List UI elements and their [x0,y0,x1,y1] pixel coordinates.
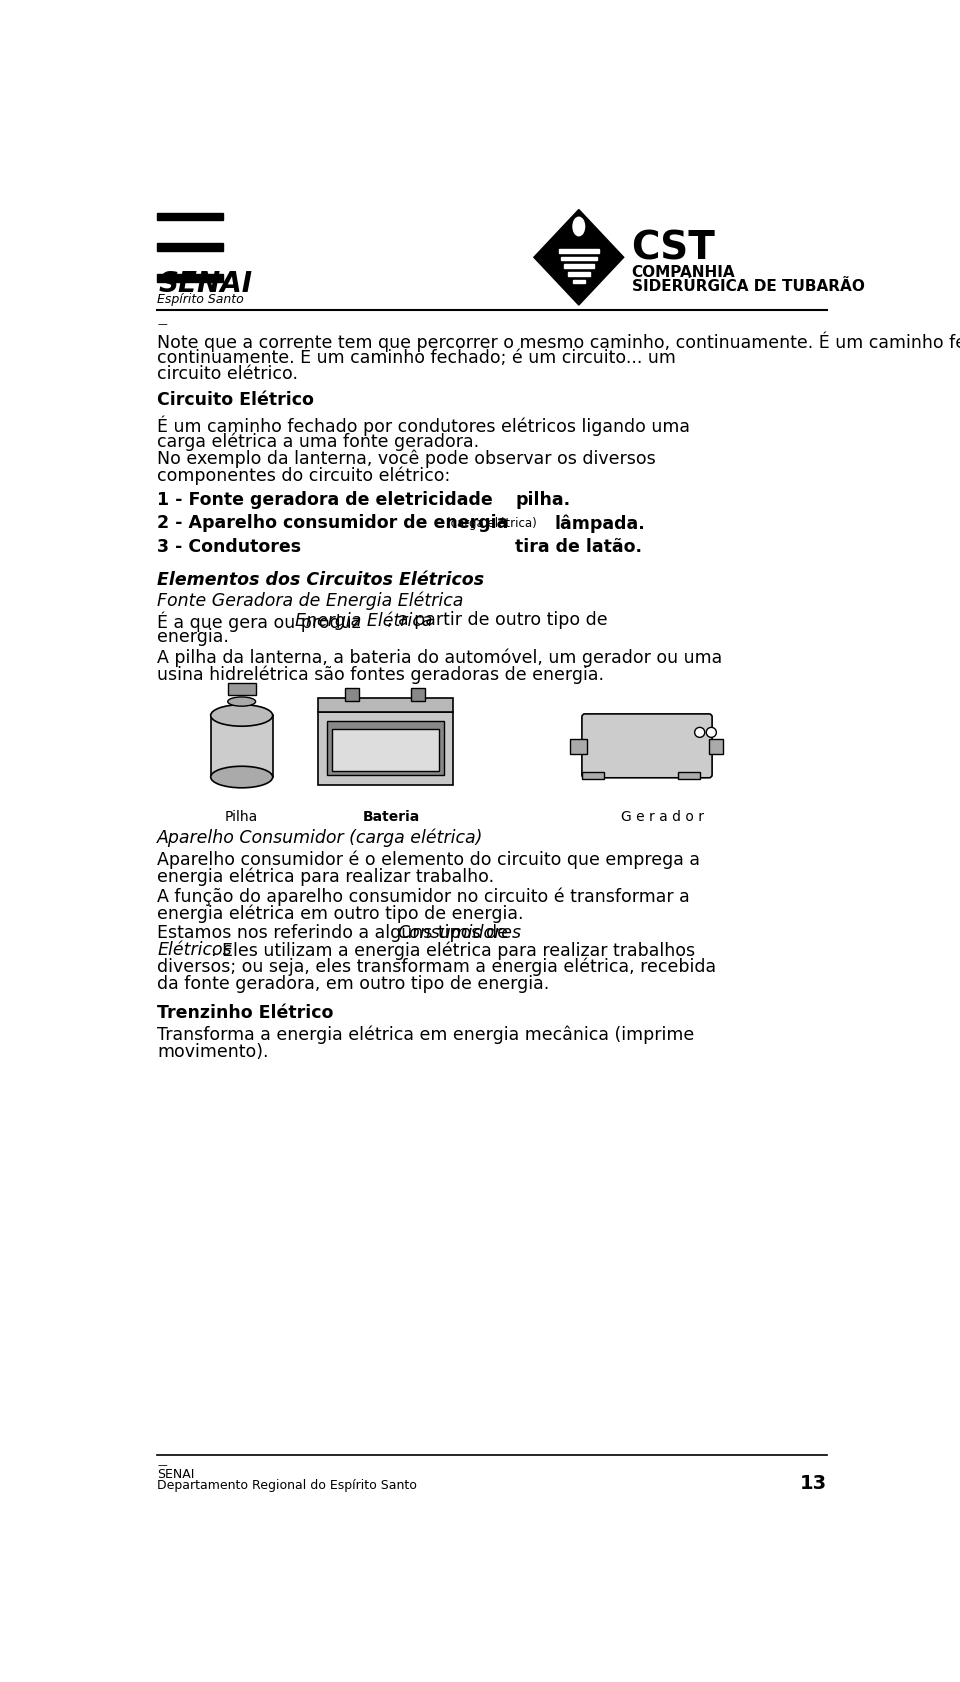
Bar [157,212,223,220]
Bar [564,264,593,267]
Text: energia elétrica em outro tipo de energia.: energia elétrica em outro tipo de energi… [157,905,524,923]
Text: energia elétrica para realizar trabalho.: energia elétrica para realizar trabalho. [157,868,494,886]
Bar [157,274,223,283]
Text: Fonte Geradora de Energia Elétrica: Fonte Geradora de Energia Elétrica [157,592,464,611]
Bar [345,688,359,701]
Text: É um caminho fechado por condutores elétricos ligando uma: É um caminho fechado por condutores elét… [157,415,690,436]
Bar [678,772,700,779]
Text: Consumidores: Consumidores [397,923,521,942]
Text: componentes do circuito elétrico:: componentes do circuito elétrico: [157,466,450,484]
Bar [228,683,255,695]
Text: É a que gera ou produz: É a que gera ou produz [157,612,367,632]
Text: Circuito Elétrico: Circuito Elétrico [157,392,314,409]
Text: Trenzinho Elétrico: Trenzinho Elétrico [157,1004,333,1023]
Text: Elementos dos Circuitos Elétricos: Elementos dos Circuitos Elétricos [157,572,485,589]
Ellipse shape [210,705,273,727]
Bar [568,272,589,276]
Bar [318,698,453,711]
Text: Aparelho consumidor é o elemento do circuito que emprega a: Aparelho consumidor é o elemento do circ… [157,849,700,868]
Text: continuamente. É um caminho fechado; é um circuito... um: continuamente. É um caminho fechado; é u… [157,348,676,367]
Text: COMPANHIA: COMPANHIA [632,266,735,279]
Bar [559,249,599,252]
Text: (carga elétrica): (carga elétrica) [445,516,537,530]
Text: Note que a corrente tem que percorrer o mesmo caminho, continuamente. É um camin: Note que a corrente tem que percorrer o … [157,331,960,352]
Text: A função do aparelho consumidor no circuito é transformar a: A função do aparelho consumidor no circu… [157,886,690,905]
Bar [331,728,440,770]
Bar [569,738,587,754]
Ellipse shape [210,767,273,787]
Bar [572,279,585,284]
Ellipse shape [573,217,585,235]
Text: diversos; ou seja, eles transformam a energia elétrica, recebida: diversos; ou seja, eles transformam a en… [157,959,716,977]
Text: A pilha da lanterna, a bateria do automóvel, um gerador ou uma: A pilha da lanterna, a bateria do automó… [157,649,723,668]
Bar [157,244,223,251]
Text: usina hidrelétrica são fontes geradoras de energia.: usina hidrelétrica são fontes geradoras … [157,666,604,685]
Text: No exemplo da lanterna, você pode observar os diversos: No exemplo da lanterna, você pode observ… [157,449,656,468]
Text: 2 - Aparelho consumidor de energia: 2 - Aparelho consumidor de energia [157,515,509,533]
Text: SENAI: SENAI [158,269,252,298]
Text: 3 - Condutores: 3 - Condutores [157,538,301,555]
Text: , a partir de outro tipo de: , a partir de outro tipo de [387,612,608,629]
Text: CST: CST [632,229,715,267]
Bar [709,738,723,754]
Text: energia.: energia. [157,629,229,646]
Bar [327,722,444,775]
Text: pilha.: pilha. [516,491,570,510]
Bar [582,772,604,779]
Text: Transforma a energia elétrica em energia mecânica (imprime: Transforma a energia elétrica em energia… [157,1026,694,1045]
Bar [411,688,424,701]
Text: da fonte geradora, em outro tipo de energia.: da fonte geradora, em outro tipo de ener… [157,976,549,992]
Bar [561,257,596,261]
FancyBboxPatch shape [582,713,712,777]
Text: tira de latão.: tira de latão. [516,538,642,555]
Ellipse shape [707,727,716,737]
Text: lâmpada.: lâmpada. [554,515,645,533]
Text: 13: 13 [800,1473,827,1494]
Text: Estamos nos referindo a alguns tipos de: Estamos nos referindo a alguns tipos de [157,923,514,942]
Ellipse shape [695,727,705,737]
Text: 1 - Fonte geradora de eletricidade: 1 - Fonte geradora de eletricidade [157,491,492,510]
Text: Bateria: Bateria [363,811,420,824]
Text: . Eles utilizam a energia elétrica para realizar trabalhos: . Eles utilizam a energia elétrica para … [211,940,696,959]
Text: Energia Elétrica: Energia Elétrica [295,612,433,631]
Ellipse shape [228,696,255,706]
Text: SIDERÚRGICA DE TUBARÃO: SIDERÚRGICA DE TUBARÃO [632,279,864,294]
Text: —: — [157,1460,167,1470]
Text: Elétricos: Elétricos [157,940,231,959]
Bar [210,715,273,777]
Text: Espírito Santo: Espírito Santo [157,293,244,306]
Text: Aparelho Consumidor (carga elétrica): Aparelho Consumidor (carga elétrica) [157,829,484,848]
Text: carga elétrica a uma fonte geradora.: carga elétrica a uma fonte geradora. [157,432,479,451]
Text: SENAI: SENAI [157,1468,195,1480]
Text: circuito elétrico.: circuito elétrico. [157,365,299,383]
Text: movimento).: movimento). [157,1043,269,1061]
Polygon shape [534,210,624,304]
Text: Pilha: Pilha [225,811,258,824]
Text: Departamento Regional do Espírito Santo: Departamento Regional do Espírito Santo [157,1478,417,1492]
Text: G e r a d o r: G e r a d o r [621,811,704,824]
Text: —: — [157,320,167,330]
Bar [318,711,453,785]
